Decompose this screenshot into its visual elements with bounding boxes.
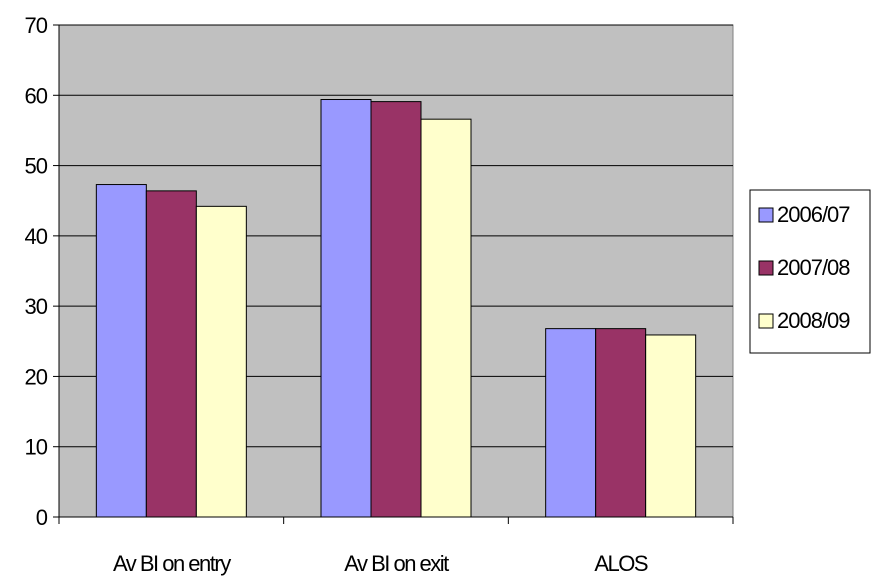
bar-2006-07-2 <box>545 328 597 518</box>
y-tick-label: 60 <box>25 83 48 108</box>
bar-2007-08-0 <box>145 190 197 518</box>
legend-label: 2007/08 <box>777 255 850 280</box>
legend-label: 2008/09 <box>777 308 850 333</box>
bars <box>95 99 697 518</box>
bar-2007-08-1 <box>370 101 422 518</box>
bar-2006-07-0 <box>95 184 147 518</box>
x-category-label: Av BI on exit <box>344 551 449 576</box>
legend-swatch-2008-09 <box>758 313 774 329</box>
y-tick-label: 30 <box>25 294 48 319</box>
x-axis-category-labels: Av BI on entry Av BI on exit ALOS <box>113 551 649 576</box>
bar-2006-07-1 <box>320 99 372 518</box>
x-category-label: ALOS <box>594 551 648 576</box>
legend-label: 2006/07 <box>777 202 850 227</box>
bar-2008-09-1 <box>420 118 472 518</box>
y-axis-tick-labels: 0 10 20 30 40 50 60 70 <box>25 13 49 530</box>
legend-swatch-2006-07 <box>758 207 774 223</box>
bar-2008-09-2 <box>645 334 697 518</box>
x-category-label: Av BI on entry <box>113 551 231 576</box>
y-tick-label: 70 <box>25 13 48 38</box>
axes <box>53 24 734 524</box>
legend-swatch-2007-08 <box>758 260 774 276</box>
y-tick-label: 20 <box>25 364 48 389</box>
y-tick-label: 0 <box>36 505 48 530</box>
bar-2007-08-2 <box>595 328 647 518</box>
y-tick-label: 50 <box>25 154 48 179</box>
y-tick-label: 40 <box>25 224 48 249</box>
y-tick-label: 10 <box>25 435 48 460</box>
legend: 2006/07 2007/08 2008/09 <box>749 189 871 354</box>
bar-2008-09-0 <box>195 205 247 518</box>
